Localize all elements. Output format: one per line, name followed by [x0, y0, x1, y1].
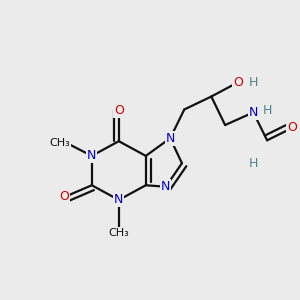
Text: O: O — [114, 104, 124, 117]
Text: N: N — [161, 180, 170, 193]
Text: H: H — [262, 104, 272, 117]
Text: O: O — [233, 76, 243, 89]
Text: CH₃: CH₃ — [50, 138, 70, 148]
Text: CH₃: CH₃ — [108, 228, 129, 238]
Text: O: O — [59, 190, 69, 203]
Text: N: N — [87, 149, 97, 162]
Text: H: H — [249, 76, 259, 89]
Text: N: N — [166, 132, 175, 145]
Text: O: O — [287, 122, 297, 134]
Text: N: N — [249, 106, 258, 119]
Text: H: H — [249, 157, 259, 170]
Text: N: N — [114, 194, 124, 206]
